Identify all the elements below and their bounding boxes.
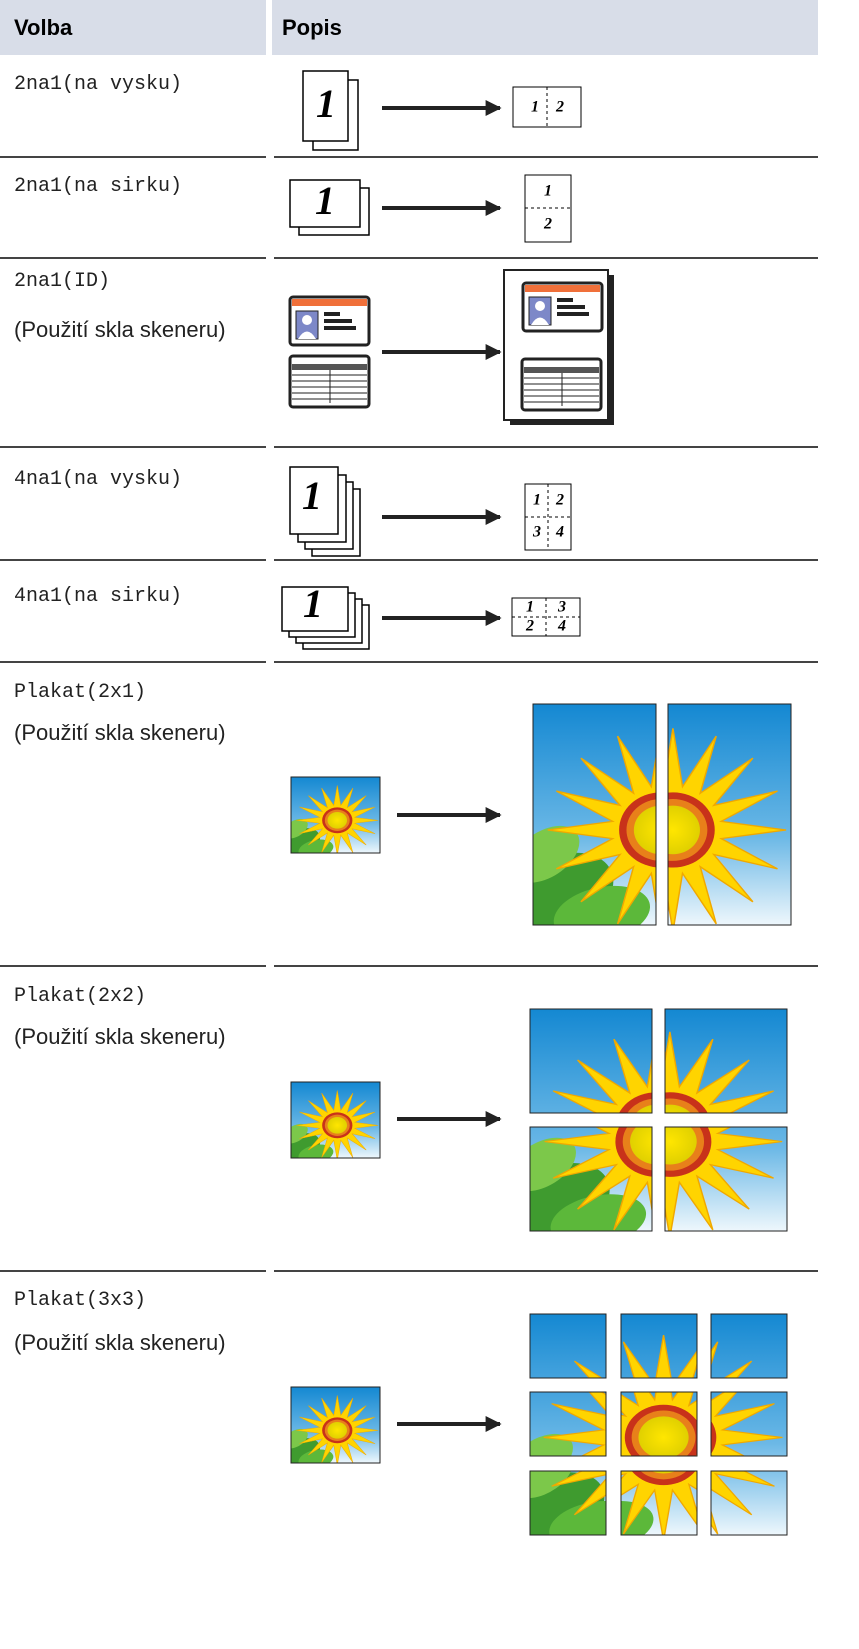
illustration-part — [710, 1470, 788, 1536]
illustration-part — [291, 1082, 380, 1158]
illustration-part — [664, 1008, 788, 1114]
illustration-part — [291, 1387, 380, 1463]
illustration-part — [710, 1313, 788, 1379]
page-number: 1 — [316, 81, 336, 126]
illustration-part — [532, 703, 657, 926]
illustration-part — [291, 777, 380, 853]
page-number: 3 — [532, 524, 541, 541]
illustration-part — [302, 70, 349, 142]
illustration-part — [288, 354, 371, 409]
note: (Použití skla skeneru) — [14, 317, 226, 342]
illustration-part — [324, 319, 352, 323]
row-divider — [0, 446, 266, 448]
illustration-part — [324, 326, 356, 330]
illustration-part — [620, 1313, 698, 1379]
option: Plakat(2x2) — [14, 985, 147, 1008]
illustration-part — [520, 357, 603, 412]
row-divider — [0, 965, 266, 967]
page-number: 1 — [544, 183, 552, 200]
note: (Použití skla skeneru) — [14, 720, 226, 745]
header-cell: Popis — [272, 0, 818, 55]
row-divider — [274, 559, 818, 561]
illustration-part — [290, 776, 381, 854]
page-number: 1 — [531, 99, 539, 116]
row-divider — [274, 257, 818, 259]
illustration-part — [529, 1313, 788, 1536]
page-number: 1 — [302, 473, 322, 518]
row-divider — [0, 257, 266, 259]
page-number: 1 — [315, 178, 335, 223]
illustration-part — [529, 1470, 607, 1536]
page-number: 1 — [526, 599, 534, 616]
page-number: 1 — [303, 581, 323, 626]
illustration-part — [710, 1391, 788, 1457]
row-divider — [274, 1270, 818, 1272]
page-number: 4 — [555, 524, 564, 541]
illustration-part — [529, 1391, 607, 1457]
row-divider — [274, 965, 818, 967]
option: 4na1(na vysku) — [14, 468, 183, 491]
illustration-part — [289, 179, 361, 228]
illustration-part — [289, 466, 339, 535]
row-divider — [274, 661, 818, 663]
illustration-part — [290, 1386, 381, 1464]
illustration-part — [302, 315, 312, 325]
illustration-part — [292, 299, 367, 306]
header-cell: Volba — [0, 0, 266, 55]
header-text: Volba — [14, 15, 73, 40]
page-number: 2 — [555, 492, 564, 509]
illustration-part — [529, 1126, 653, 1232]
illustration-part — [291, 1387, 380, 1463]
illustration-part — [529, 1313, 607, 1379]
row-divider — [274, 446, 818, 448]
illustration-part — [290, 1081, 381, 1159]
row-divider — [0, 559, 266, 561]
option: Plakat(2x1) — [14, 681, 147, 704]
page-number: 1 — [533, 492, 541, 509]
page-number: 4 — [557, 618, 566, 635]
page-number: 2 — [543, 216, 552, 233]
illustration-part — [291, 1082, 380, 1158]
option: Plakat(3x3) — [14, 1289, 147, 1312]
illustration-part — [281, 586, 349, 632]
row-divider — [0, 1270, 266, 1272]
option: 2na1(na sirku) — [14, 175, 183, 198]
illustration-part — [521, 281, 604, 333]
illustration-part — [529, 1008, 653, 1114]
illustration-part — [620, 1391, 698, 1457]
option: 4na1(na sirku) — [14, 585, 183, 608]
illustration-part — [620, 1470, 698, 1536]
illustration-part — [324, 312, 340, 316]
row-divider — [274, 156, 818, 158]
illustration-part — [664, 1126, 788, 1232]
illustration-part — [298, 331, 316, 339]
note: (Použití skla skeneru) — [14, 1024, 226, 1049]
page-number: 3 — [557, 599, 566, 616]
row-divider — [0, 661, 266, 663]
row-divider — [0, 156, 266, 158]
option: 2na1(ID) — [14, 270, 111, 293]
page-number: 2 — [525, 618, 534, 635]
illustration-part — [288, 295, 371, 347]
page-number: 2 — [555, 99, 564, 116]
illustration-part — [291, 777, 380, 853]
option: 2na1(na vysku) — [14, 73, 183, 96]
illustration-part — [292, 364, 367, 370]
illustration-part — [667, 703, 792, 926]
header-text: Popis — [282, 15, 342, 40]
note: (Použití skla skeneru) — [14, 1330, 226, 1355]
